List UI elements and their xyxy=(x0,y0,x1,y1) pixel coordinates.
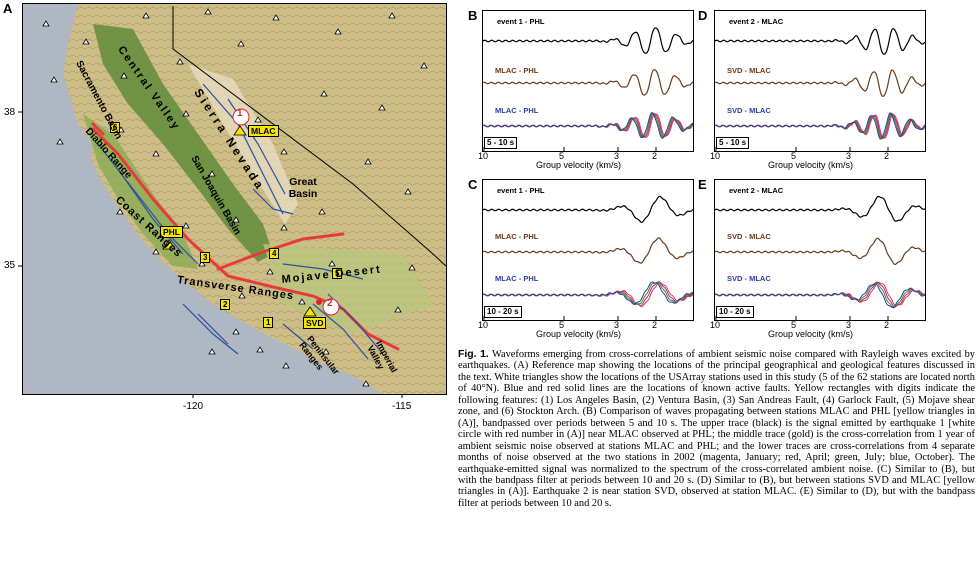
panel-letter-b: B xyxy=(468,8,478,23)
trace-earthquake xyxy=(714,195,926,222)
panel-letter-c: C xyxy=(468,177,478,192)
station-mlac-marker xyxy=(233,125,247,136)
panel-e-trace-1-label: event 2 - MLAC xyxy=(729,186,784,195)
panel-d-period: 5 - 10 s xyxy=(716,137,750,149)
panel-c-trace-1-label: event 1 - PHL xyxy=(497,186,545,195)
feature-6-box: 6 xyxy=(110,122,121,133)
xtick-d-3: 3 xyxy=(846,151,852,161)
xlabel-d: Group velocity (km/s) xyxy=(768,160,854,170)
station-svd-label: SVD xyxy=(303,317,327,329)
feature-2-box: 2 xyxy=(220,299,231,310)
panel-d-trace-3-label: SVD - MLAC xyxy=(727,106,771,115)
panel-e-period: 10 - 20 s xyxy=(716,306,754,318)
xtick-c-3: 3 xyxy=(614,320,620,330)
panel-c-trace-2-label: MLAC - PHL xyxy=(495,232,539,241)
lon-tick-115: -115 xyxy=(392,401,412,412)
panel-e-waveforms xyxy=(714,195,926,320)
xtick-c-10: 10 xyxy=(478,320,489,330)
panel-letter-e: E xyxy=(698,177,707,192)
lat-tick-35: 35 xyxy=(4,260,16,271)
xtick-c-5: 5 xyxy=(559,320,565,330)
trace-noise-year xyxy=(714,237,926,266)
figure-caption: Fig. 1. Waveforms emerging from cross-co… xyxy=(458,349,975,509)
panel-b-period: 5 - 10 s xyxy=(484,137,518,149)
panel-letter-a: A xyxy=(3,1,13,16)
lat-tick-38: 38 xyxy=(4,107,16,118)
panel-d: event 2 - MLAC SVD - MLAC SVD - MLAC 5 -… xyxy=(714,10,926,152)
event-1-label: 1 xyxy=(237,108,243,119)
event-1-marker xyxy=(232,108,250,126)
central-valley-region xyxy=(93,24,273,262)
event-2-marker xyxy=(322,298,340,316)
panel-b: event 1 - PHL MLAC - PHL MLAC - PHL 5 - … xyxy=(482,10,694,152)
panel-d-trace-2-label: SVD - MLAC xyxy=(727,66,771,75)
panel-d-waveforms xyxy=(714,27,926,151)
state-border xyxy=(172,6,447,267)
panel-c: event 1 - PHL MLAC - PHL MLAC - PHL 10 -… xyxy=(482,179,694,321)
xtick-e-5: 5 xyxy=(791,320,797,330)
lon-tick-120: -120 xyxy=(183,401,204,412)
panel-letter-d: D xyxy=(698,8,708,23)
feature-5-box: 5 xyxy=(332,268,343,279)
xtick-b-5: 5 xyxy=(559,151,565,161)
xtick-e-2: 2 xyxy=(884,320,890,330)
panel-e-trace-2-label: SVD - MLAC xyxy=(727,232,771,241)
trace-noise-year xyxy=(482,237,694,264)
xtick-b-2: 2 xyxy=(652,151,658,161)
xtick-d-5: 5 xyxy=(791,151,797,161)
panel-c-period: 10 - 20 s xyxy=(484,306,522,318)
panel-c-waveforms xyxy=(482,195,694,320)
feature-3-box: 3 xyxy=(200,252,211,263)
feature-1-box: 1 xyxy=(263,317,274,328)
xlabel-e: Group velocity (km/s) xyxy=(768,329,854,339)
trace-october xyxy=(482,281,694,305)
map-svg xyxy=(23,4,447,394)
xtick-c-2: 2 xyxy=(652,320,658,330)
trace-april xyxy=(482,281,694,307)
reference-map: 1 2 MLAC PHL SVD 1 2 3 4 5 6 Sacramento … xyxy=(22,3,447,395)
panel-c-trace-3-label: MLAC - PHL xyxy=(495,274,539,283)
trace-earthquake xyxy=(714,27,926,55)
trace-noise-year xyxy=(482,68,694,96)
xtick-e-3: 3 xyxy=(846,320,852,330)
caption-text: Waveforms emerging from cross-correlatio… xyxy=(458,349,975,509)
trace-october xyxy=(482,111,694,139)
map-axis-ticks xyxy=(18,111,403,398)
station-svd-marker xyxy=(303,306,317,317)
trace-october xyxy=(714,283,926,309)
highlighted-stations xyxy=(162,125,317,317)
xtick-b-3: 3 xyxy=(614,151,620,161)
panel-b-trace-1-label: event 1 - PHL xyxy=(497,17,545,26)
station-phl-label: PHL xyxy=(160,226,183,238)
events xyxy=(232,108,340,316)
xtick-d-2: 2 xyxy=(884,151,890,161)
panel-b-waveforms xyxy=(482,27,694,151)
trace-earthquake xyxy=(482,27,694,54)
panel-b-trace-2-label: MLAC - PHL xyxy=(495,66,539,75)
panel-e: event 2 - MLAC SVD - MLAC SVD - MLAC 10 … xyxy=(714,179,926,321)
xlabel-c: Group velocity (km/s) xyxy=(536,329,622,339)
xlabel-b: Group velocity (km/s) xyxy=(536,160,622,170)
label-great-basin: Great Basin xyxy=(288,176,318,200)
panel-d-trace-1-label: event 2 - MLAC xyxy=(729,17,784,26)
panel-e-trace-3-label: SVD - MLAC xyxy=(727,274,771,283)
station-phl-marker xyxy=(162,239,176,250)
event-2-label: 2 xyxy=(327,298,333,309)
xtick-d-10: 10 xyxy=(710,151,721,161)
usarray-stations xyxy=(42,8,428,387)
panel-b-trace-3-label: MLAC - PHL xyxy=(495,106,539,115)
sierra-region xyxy=(188,64,298,224)
xtick-e-10: 10 xyxy=(710,320,721,330)
feature-4-box: 4 xyxy=(269,248,280,259)
station-mlac-label: MLAC xyxy=(248,125,279,137)
trace-october xyxy=(714,112,926,140)
xtick-b-10: 10 xyxy=(478,151,489,161)
trace-earthquake xyxy=(482,195,694,223)
caption-fig-label: Fig. 1. xyxy=(458,349,489,360)
trace-noise-year xyxy=(714,69,926,98)
